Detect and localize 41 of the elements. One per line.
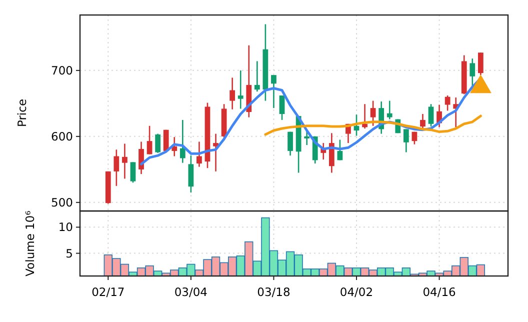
candlestick — [188, 154, 194, 194]
candlestick — [254, 60, 260, 92]
y-tick-label: 700 — [51, 63, 73, 78]
candlestick — [155, 133, 161, 154]
candlestick — [138, 141, 144, 175]
candlestick — [412, 131, 418, 145]
candlestick — [130, 162, 136, 184]
candlestick — [444, 94, 450, 112]
candlestick — [470, 58, 476, 88]
x-tick-label: 03/04 — [174, 285, 208, 299]
candlestick — [362, 103, 368, 130]
candlestick — [403, 128, 409, 153]
y-tick-label: 500 — [51, 195, 73, 210]
candlestick — [354, 114, 360, 136]
y-tick-label: 600 — [51, 129, 73, 144]
candlestick — [328, 132, 334, 174]
x-tick-label: 04/02 — [340, 285, 374, 299]
candlestick — [337, 139, 343, 161]
x-tick-label: 02/17 — [92, 285, 125, 299]
candlestick — [172, 136, 178, 157]
candlestick — [370, 100, 376, 127]
candlestick — [230, 77, 236, 110]
candlestick — [478, 52, 484, 76]
candlestick — [288, 131, 293, 156]
candlestick — [114, 148, 120, 187]
candlestick — [180, 119, 186, 164]
candlestick — [386, 100, 392, 120]
candlestick — [271, 74, 276, 109]
y-tick-label: 5 — [66, 246, 73, 260]
candlestick — [196, 141, 202, 168]
candlestick — [213, 133, 218, 172]
y-axis-title: Price — [15, 98, 29, 128]
y-tick-label: 10 — [58, 220, 73, 234]
y-axis-title: Volume 10⁶ — [23, 210, 37, 276]
candlestick — [146, 125, 152, 155]
x-tick-label: 03/18 — [257, 285, 290, 299]
candlestick — [428, 103, 434, 128]
candlestick — [238, 70, 244, 110]
candlestick — [122, 143, 128, 180]
x-tick-label: 04/16 — [422, 285, 456, 299]
candlestick — [279, 94, 285, 121]
